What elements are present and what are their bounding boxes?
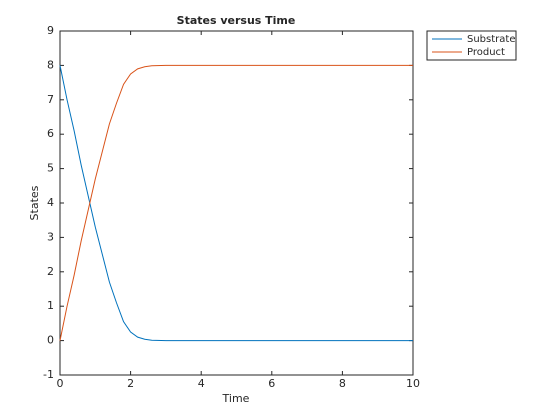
y-tick-label: 9 (47, 24, 54, 37)
y-tick-label: 3 (47, 230, 54, 243)
series-line (59, 65, 413, 342)
y-tick-label: 6 (47, 127, 54, 140)
x-tick-label: 2 (127, 377, 134, 390)
x-axis-label: Time (222, 392, 250, 405)
y-tick-label: -1 (43, 368, 54, 381)
x-tick-label: 0 (57, 377, 64, 390)
x-tick-label: 4 (198, 377, 205, 390)
chart-title: States versus Time (177, 14, 296, 27)
y-tick-label: 0 (47, 334, 54, 347)
x-tick-label: 10 (406, 377, 420, 390)
y-axis-label: States (28, 185, 41, 220)
x-tick-label: 8 (339, 377, 346, 390)
legend-label: Substrate (467, 34, 515, 45)
series-line (59, 64, 413, 341)
x-tick-label: 6 (268, 377, 275, 390)
legend-label: Product (467, 47, 505, 58)
y-tick-label: 7 (47, 93, 54, 106)
y-tick-label: 8 (47, 58, 54, 71)
y-tick-label: 5 (47, 162, 54, 175)
y-tick-label: 4 (47, 196, 54, 209)
y-tick-label: 1 (47, 299, 54, 312)
legend-box (426, 30, 517, 61)
y-tick-label: 2 (47, 265, 54, 278)
